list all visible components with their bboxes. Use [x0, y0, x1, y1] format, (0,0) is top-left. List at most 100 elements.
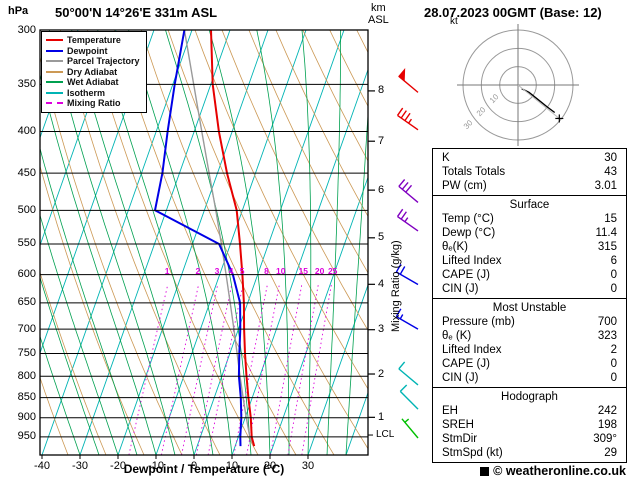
panel-row: CAPE (J) 0	[433, 268, 626, 282]
panel-row-label: PW (cm)	[442, 180, 487, 192]
pressure-tick-label: 350	[17, 77, 36, 90]
isotherm-line	[269, 175, 368, 455]
isotherm-line	[79, 30, 231, 455]
km-tick-label: 7	[378, 134, 385, 147]
barb-half-tick	[404, 418, 410, 423]
panel-row-value: 2	[610, 344, 617, 356]
barb-full-tick	[400, 211, 407, 220]
barb-full-tick	[399, 384, 408, 392]
panel-row-value: 309°	[593, 433, 617, 445]
panel-row-label: SREH	[442, 419, 474, 431]
panel-section-header: Hodograph	[501, 391, 558, 403]
panel-row-value: 15	[604, 213, 617, 225]
datetime-title: 28.07.2023 00GMT (Base: 12)	[424, 5, 602, 20]
barb-shaft	[401, 418, 419, 439]
legend-swatch-dry-adiabat	[46, 70, 63, 73]
barb-shaft	[397, 114, 419, 131]
pressure-tick-label: 650	[17, 296, 36, 309]
panel-row-value: 3.01	[594, 180, 617, 192]
mixing-ratio-line	[207, 283, 244, 455]
temp-tick-label: -40	[34, 460, 50, 472]
panel-section-header: Most Unstable	[492, 302, 567, 314]
km-tick-label: 4	[378, 277, 385, 290]
mixing-ratio-line	[301, 283, 332, 455]
temp-tick-label: 0	[190, 460, 198, 472]
mixing-ratio-line	[270, 283, 303, 455]
isotherm-line	[231, 68, 368, 455]
dry-adiabat-line	[248, 30, 368, 274]
temperature-axis-label: Dewpoint / Temperature (°C)	[123, 462, 285, 476]
temp-tick-label: -10	[148, 460, 164, 472]
barb-full-tick	[398, 361, 406, 370]
mixing-ratio-line	[287, 283, 319, 455]
panel-row: StmSpd (kt) 29	[433, 446, 626, 460]
km-tick-label: 2	[378, 367, 385, 380]
barb-full-tick	[404, 112, 411, 122]
panel-row-label: StmSpd (kt)	[442, 447, 503, 459]
panel-row-value: 0	[610, 283, 617, 295]
panel-row: Pressure (mb) 700	[433, 315, 626, 329]
panel-row-label: Temp (°C)	[442, 213, 494, 225]
panel-row: Temp (°C) 15	[433, 212, 626, 226]
mixing-ratio-line	[233, 283, 268, 455]
legend-label: Isotherm	[67, 87, 106, 98]
temp-tick-label: 20	[263, 460, 277, 472]
panel-row: Dewp (°C) 11.4	[433, 226, 626, 240]
barb-shaft	[395, 315, 419, 330]
wind-barb	[399, 384, 419, 410]
panel-row: SREH 198	[433, 418, 626, 432]
hodograph-unit-label: kt	[450, 16, 458, 27]
panel-section: Surface Temp (°C) 15 Dewp (°C) 11.4 θₑ(K) 315 L…	[432, 195, 627, 299]
mixing-ratio-value-label: 8	[264, 265, 269, 276]
panel-row: EH 242	[433, 404, 626, 418]
stats-panel: K 30 Totals Totals 43 PW (cm) 3.01 Surface Temp…	[432, 148, 627, 463]
legend-label: Wet Adiabat	[67, 77, 119, 88]
legend-label: Mixing Ratio	[67, 98, 121, 109]
storm-motion-vector	[517, 84, 560, 119]
temp-tick-label: -30	[72, 460, 88, 472]
wind-barb	[398, 67, 419, 93]
panel-row-label: CIN (J)	[442, 372, 479, 384]
panel-row: K 30	[433, 151, 626, 165]
altitude-axis-unit-asl: ASL	[368, 14, 389, 26]
pressure-tick-label: 900	[17, 411, 36, 424]
panel-row: CIN (J) 0	[433, 282, 626, 296]
panel-row-label: CAPE (J)	[442, 269, 490, 281]
barb-full-tick	[399, 266, 406, 275]
legend-item: Dry Adiabat	[46, 67, 140, 78]
panel-row-label: Totals Totals	[442, 166, 506, 178]
temp-tick-label: -20	[110, 460, 126, 472]
panel-row: PW (cm) 3.01	[433, 179, 626, 193]
panel-row-label: Lifted Index	[442, 255, 502, 267]
barb-full-tick	[400, 110, 407, 119]
panel-row: CIN (J) 0	[433, 371, 626, 385]
panel-section: K 30 Totals Totals 43 PW (cm) 3.01	[432, 148, 627, 196]
barb-pennant	[398, 67, 406, 82]
barb-full-tick	[396, 107, 404, 116]
copyright[interactable]: © weatheronline.co.uk	[480, 464, 626, 478]
panel-row-label: θₑ(K)	[442, 241, 468, 253]
pressure-tick-label: 850	[17, 391, 36, 404]
mixing-ratio-value-label: 2	[195, 265, 201, 276]
legend-swatch-isotherm	[46, 91, 63, 94]
lcl-label: LCL	[376, 429, 395, 441]
panel-row-label: Dewp (°C)	[442, 227, 496, 239]
panel-section: Most Unstable Pressure (mb) 700 θₑ (K) 323 Li…	[432, 298, 627, 388]
panel-row-value: 198	[597, 419, 617, 431]
mixing-ratio-value-label: 20	[314, 265, 325, 276]
mixing-ratio-line	[160, 283, 200, 455]
panel-row-label: StmDir	[442, 433, 478, 445]
panel-row: θₑ (K) 323	[433, 329, 626, 343]
isotherm-line	[41, 30, 193, 455]
km-tick-label: 5	[378, 231, 385, 244]
plot-border	[39, 29, 369, 456]
barb-shaft	[398, 368, 419, 386]
legend-swatch-parcel-trajectory	[46, 60, 63, 63]
mixing-ratio-value-label: 4	[228, 265, 234, 276]
temp-tick-label: 10	[225, 460, 239, 472]
pressure-tick-label: 600	[17, 268, 36, 281]
copyright-text[interactable]: © weatheronline.co.uk	[493, 464, 626, 478]
wet-adiabat-line	[301, 30, 312, 455]
panel-row-value: 0	[610, 372, 617, 384]
dewpoint-line	[154, 30, 243, 447]
